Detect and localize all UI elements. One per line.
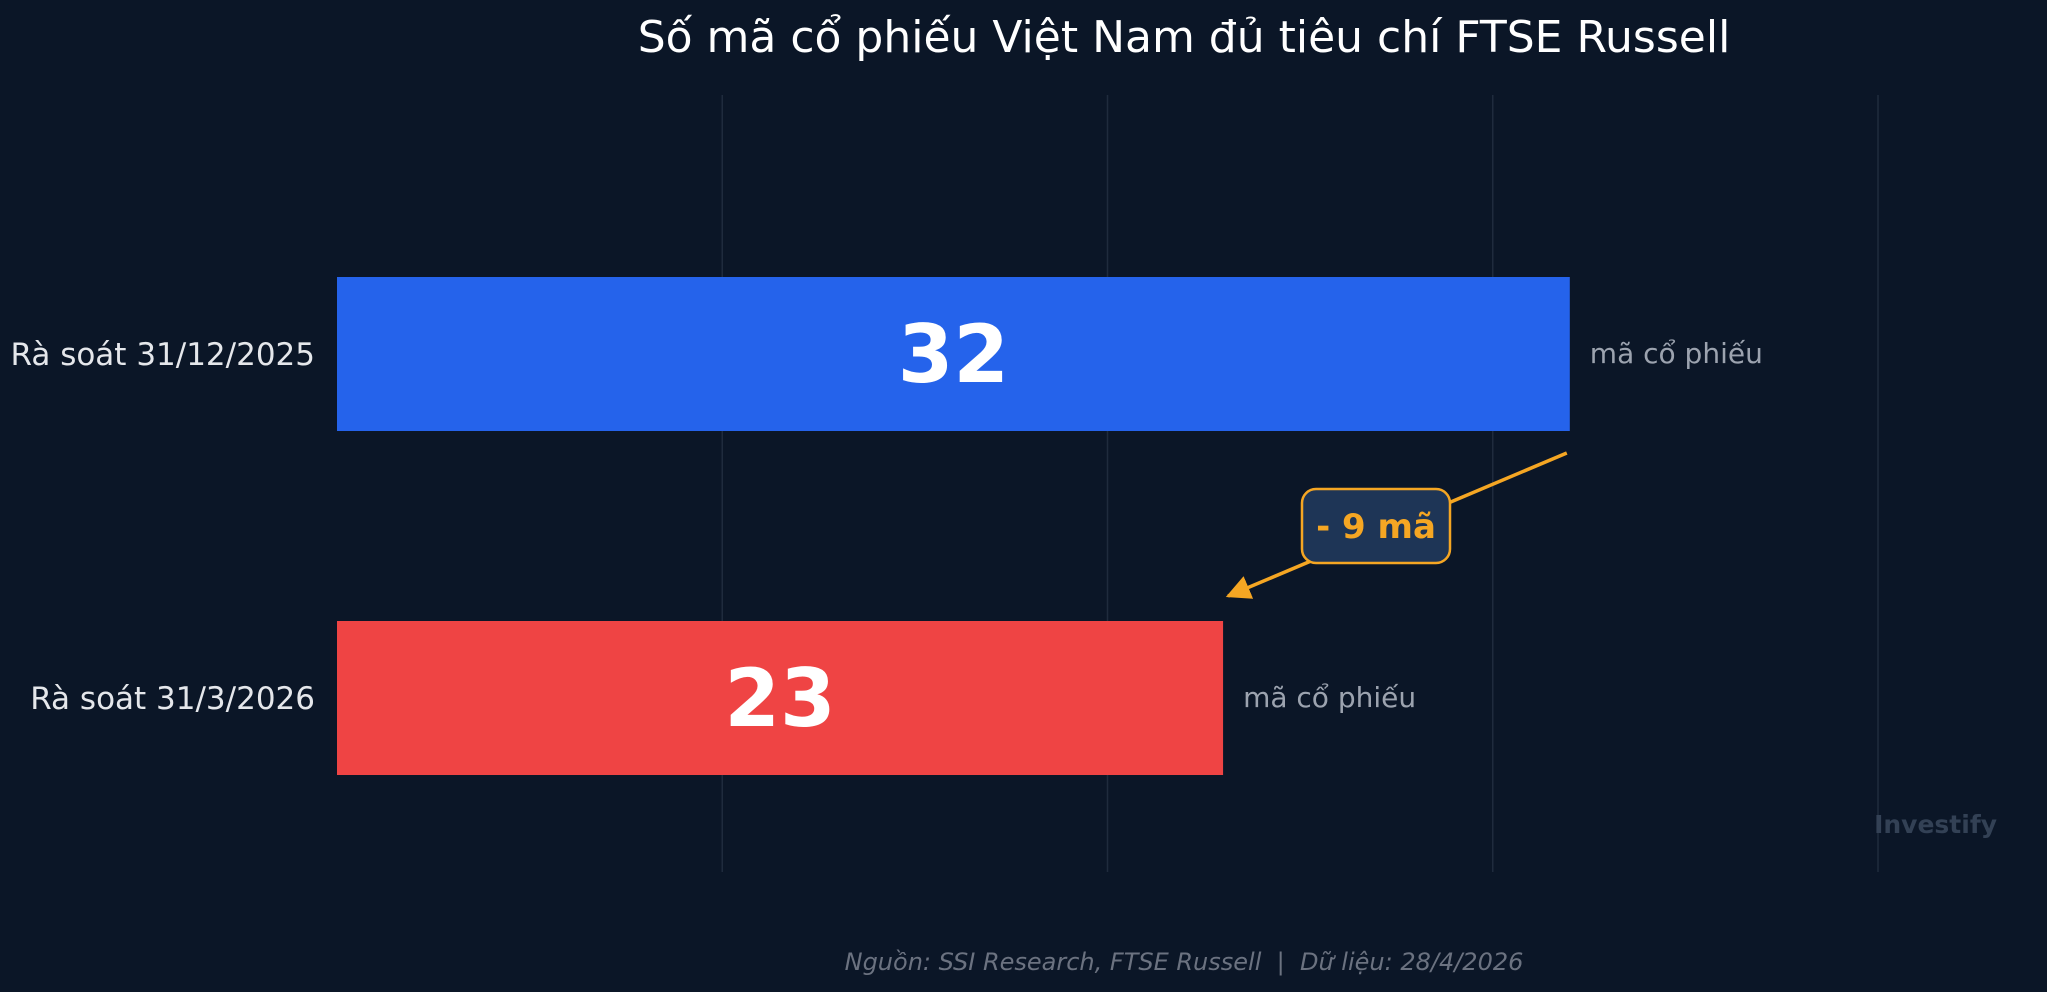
unit-label-0: mã cổ phiếu [1590, 337, 1763, 370]
category-label-0: Rà soát 31/12/2025 [10, 337, 315, 373]
change-annotation-box [1300, 487, 1452, 565]
chart-title: Số mã cổ phiếu Việt Nam đủ tiêu chí FTSE… [638, 12, 1731, 63]
change-annotation-text: - 9 mã [1316, 507, 1436, 547]
bar-1 [337, 621, 1224, 775]
bar-0 [337, 277, 1570, 431]
unit-label-1: mã cổ phiếu [1243, 681, 1416, 714]
watermark: Investify [1874, 810, 1997, 839]
bars-layer: 32 Rà soát 31/12/2025 mã cổ phiếu 23 Rà soát… [10, 277, 1763, 775]
source-footer: Nguồn: SSI Research, FTSE Russell | Dữ l… [845, 948, 1524, 976]
bar-value-label-0: 32 [898, 308, 1009, 401]
change-annotation: - 9 mã [1225, 451, 1568, 599]
bar-value-label-1: 23 [724, 652, 835, 745]
category-label-1: Rà soát 31/3/2026 [30, 681, 315, 717]
